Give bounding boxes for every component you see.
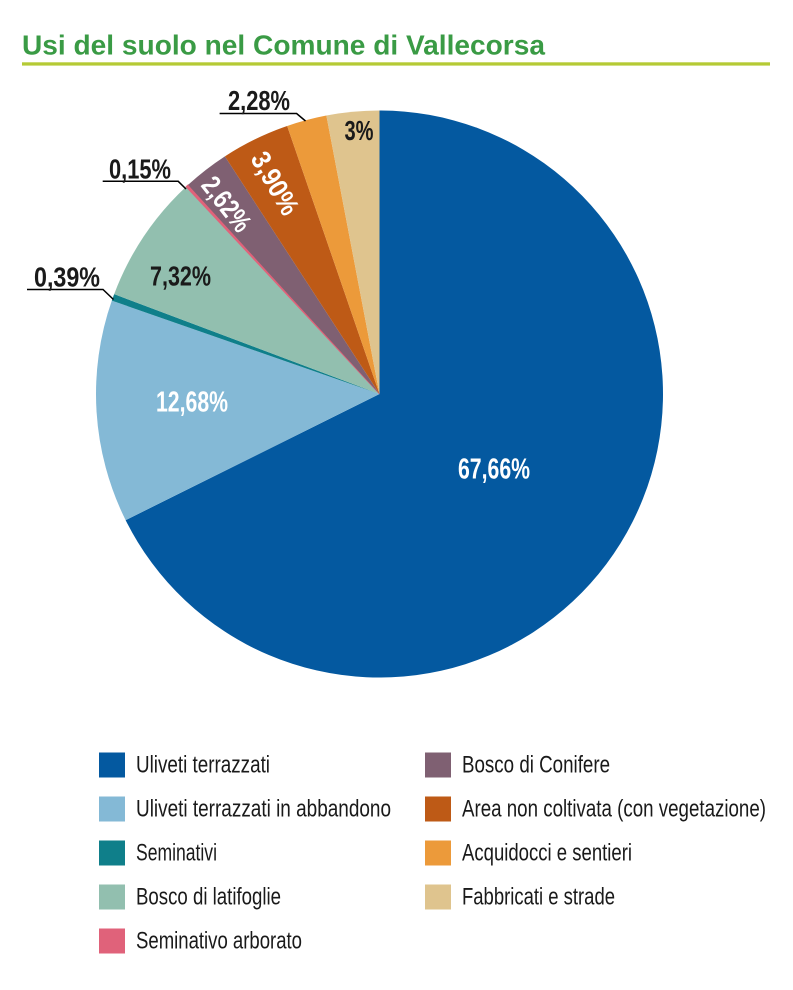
svg-text:Uliveti terrazzati: Uliveti terrazzati — [136, 752, 270, 779]
svg-text:7,32%: 7,32% — [150, 261, 211, 292]
svg-text:Usi del suolo nel Comune di Va: Usi del suolo nel Comune di Vallecorsa — [22, 30, 545, 61]
svg-text:Seminativi: Seminativi — [136, 840, 217, 867]
svg-text:67,66%: 67,66% — [458, 454, 530, 486]
svg-text:Acquidocci e sentieri: Acquidocci e sentieri — [462, 840, 632, 867]
svg-text:Area non coltivata (con vegeta: Area non coltivata (con vegetazione) — [462, 796, 766, 823]
svg-text:3%: 3% — [345, 115, 374, 146]
svg-text:Uliveti terrazzati in abbandon: Uliveti terrazzati in abbandono — [136, 796, 391, 823]
svg-text:Bosco di latifoglie: Bosco di latifoglie — [136, 884, 281, 911]
svg-text:2,28%: 2,28% — [228, 85, 290, 116]
svg-text:12,68%: 12,68% — [156, 387, 228, 419]
svg-text:0,39%: 0,39% — [34, 262, 100, 293]
svg-text:Fabbricati e strade: Fabbricati e strade — [462, 884, 615, 911]
svg-text:0,15%: 0,15% — [109, 154, 171, 185]
svg-text:Seminativo arborato: Seminativo arborato — [136, 928, 302, 955]
svg-text:Bosco di Conifere: Bosco di Conifere — [462, 752, 610, 779]
